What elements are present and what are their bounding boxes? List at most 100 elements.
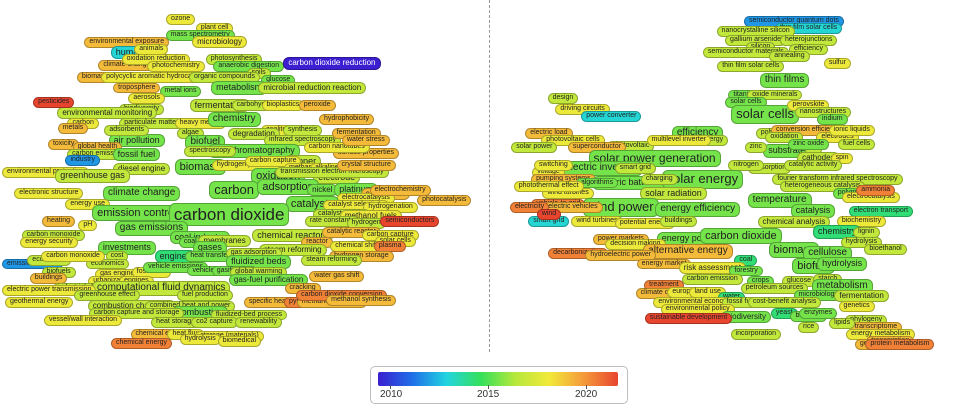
keyword-node[interactable]: chemical analysis xyxy=(757,215,831,228)
keyword-node[interactable]: heating xyxy=(42,216,76,228)
keyword-node[interactable]: design xyxy=(547,93,579,104)
keyword-node[interactable]: genetics xyxy=(838,300,875,312)
keyword-node[interactable]: aerosols xyxy=(128,93,165,104)
keyword-node[interactable]: indium xyxy=(817,114,848,126)
keyword-node[interactable]: enzymes xyxy=(799,307,838,319)
keyword-node[interactable]: ammonia xyxy=(856,184,896,196)
keyword-node[interactable]: energy use xyxy=(65,198,110,210)
keyword-node[interactable]: bioplastics xyxy=(261,100,305,112)
keyword-node[interactable]: zinc oxide xyxy=(787,138,830,150)
keyword-node[interactable]: hydroelectric power xyxy=(585,249,657,261)
keyword-node[interactable]: wind xyxy=(536,209,562,221)
keyword-node[interactable]: cost-benefit analysis xyxy=(747,297,822,309)
keyword-node[interactable]: smart grid xyxy=(614,163,656,175)
keyword-node[interactable]: environmental monitoring xyxy=(57,106,158,119)
keyword-node[interactable]: emission control xyxy=(92,204,182,222)
keyword-node[interactable]: nickel xyxy=(307,184,338,197)
keyword-node[interactable]: carbon capture xyxy=(244,156,302,168)
keyword-node[interactable]: multilevel inverter xyxy=(646,135,712,147)
keyword-node[interactable]: ozone xyxy=(166,13,196,25)
keyword-node[interactable]: electronic structure xyxy=(14,188,84,200)
keyword-node[interactable]: energy efficiency xyxy=(655,201,741,217)
keyword-node[interactable]: animals xyxy=(134,43,169,55)
keyword-node[interactable]: ionic liquids xyxy=(828,124,875,136)
keyword-node[interactable]: chemical energy xyxy=(111,337,172,349)
keyword-node[interactable]: switching xyxy=(534,159,573,171)
keyword-node[interactable]: synthesis xyxy=(283,124,323,136)
keyword-node[interactable]: biomedical xyxy=(217,335,262,347)
keyword-node[interactable]: thin films xyxy=(759,73,810,89)
keyword-node[interactable]: fuel cells xyxy=(838,138,876,150)
keyword-node[interactable]: sustainable development xyxy=(644,313,733,324)
keyword-node[interactable]: methanol synthesis xyxy=(326,295,397,307)
keyword-node[interactable]: steam reforming xyxy=(301,254,362,266)
keyword-node[interactable]: gases xyxy=(192,241,227,255)
keyword-node[interactable]: metals xyxy=(57,122,89,134)
keyword-node[interactable]: lipids xyxy=(829,318,856,330)
keyword-node[interactable]: microbial reduction reaction xyxy=(258,82,367,95)
keyword-node[interactable]: rice xyxy=(797,321,820,333)
keyword-node[interactable]: solar power xyxy=(511,142,558,154)
keyword-node[interactable]: renewability xyxy=(235,316,283,328)
keyword-node[interactable]: fuel production xyxy=(176,290,233,302)
keyword-node[interactable]: carbon dioxide reduction xyxy=(283,57,381,70)
keyword-node[interactable]: economics xyxy=(85,258,130,270)
keyword-node[interactable]: bioethanol xyxy=(864,244,907,256)
keyword-node[interactable]: vessel/wall interaction xyxy=(43,314,123,326)
keyword-node[interactable]: geothermal energy xyxy=(5,297,74,309)
keyword-node[interactable]: photocatalysis xyxy=(417,195,472,207)
keyword-node[interactable]: charging xyxy=(640,174,678,185)
keyword-node[interactable]: semiconductors xyxy=(380,216,440,228)
keyword-node[interactable]: coal xyxy=(734,254,758,266)
keyword-node[interactable]: thin film solar cells xyxy=(717,61,785,73)
keyword-node[interactable]: water gas shift xyxy=(309,270,365,282)
keyword-node[interactable]: greenhouse gas xyxy=(55,169,130,183)
keyword-node[interactable]: zinc xyxy=(744,142,767,154)
keyword-node[interactable]: carbon capture and storage xyxy=(88,307,185,319)
keyword-node[interactable]: infrared spectroscopy xyxy=(264,135,341,147)
keyword-node[interactable]: carbon monoxide xyxy=(41,251,105,263)
keyword-node[interactable]: transmission electron microscopy xyxy=(275,166,389,178)
keyword-node[interactable]: industry xyxy=(65,154,100,166)
keyword-node[interactable]: carbon nanotubes xyxy=(303,142,370,154)
keyword-node[interactable]: troposphere xyxy=(113,82,161,94)
keyword-node[interactable]: electrochemistry xyxy=(369,184,431,196)
keyword-node[interactable]: co2 capture xyxy=(191,316,238,328)
keyword-node[interactable]: water stress xyxy=(342,135,390,147)
keyword-node[interactable]: solar radiation xyxy=(640,186,707,201)
keyword-node[interactable]: metal ions xyxy=(159,86,202,97)
keyword-node[interactable]: carbon xyxy=(209,180,259,200)
keyword-node[interactable]: peroxide xyxy=(298,100,336,112)
keyword-node[interactable]: oxidation xyxy=(765,131,804,143)
keyword-node[interactable]: carbon dioxide xyxy=(700,227,782,244)
keyword-node[interactable]: carbon emission xyxy=(681,274,743,286)
keyword-node[interactable]: pH xyxy=(78,219,98,231)
keyword-node[interactable]: adsorption xyxy=(257,178,319,195)
keyword-node[interactable]: plasma xyxy=(373,240,407,252)
keyword-node[interactable]: pesticides xyxy=(33,96,75,108)
keyword-node[interactable]: nitrogen xyxy=(728,159,764,171)
keyword-node[interactable]: buildings xyxy=(29,272,68,284)
keyword-node[interactable]: buildings xyxy=(659,216,698,228)
keyword-node[interactable]: hydrolysis xyxy=(840,237,882,249)
keyword-node[interactable]: forestry xyxy=(729,265,763,277)
keyword-node[interactable]: catalytic activity xyxy=(783,159,843,171)
keyword-node[interactable]: spectroscopy xyxy=(184,145,236,157)
keyword-node[interactable]: oxide minerals xyxy=(747,89,803,101)
keyword-node[interactable]: electricity xyxy=(509,202,550,214)
keyword-node[interactable]: hydrophobicity xyxy=(318,114,375,126)
keyword-node[interactable]: electron transport xyxy=(848,205,914,217)
keyword-node[interactable]: spin xyxy=(830,152,854,164)
keyword-node[interactable]: chemistry xyxy=(207,112,261,127)
keyword-node[interactable]: biochemistry xyxy=(836,216,887,228)
keyword-node[interactable]: alternative energy xyxy=(643,244,733,259)
keyword-node[interactable]: adsorbents xyxy=(104,124,150,136)
keyword-node[interactable]: protein metabolism xyxy=(865,339,935,350)
keyword-node[interactable]: photothermal effect xyxy=(513,181,584,192)
keyword-node[interactable]: sulfur xyxy=(823,57,851,69)
keyword-node[interactable]: incorporation xyxy=(730,328,782,340)
keyword-node[interactable]: carbon dioxide xyxy=(168,202,290,227)
keyword-node[interactable]: photochemistry xyxy=(147,61,205,73)
keyword-node[interactable]: annealing xyxy=(769,50,810,62)
keyword-node[interactable]: gas emissions xyxy=(114,221,189,237)
